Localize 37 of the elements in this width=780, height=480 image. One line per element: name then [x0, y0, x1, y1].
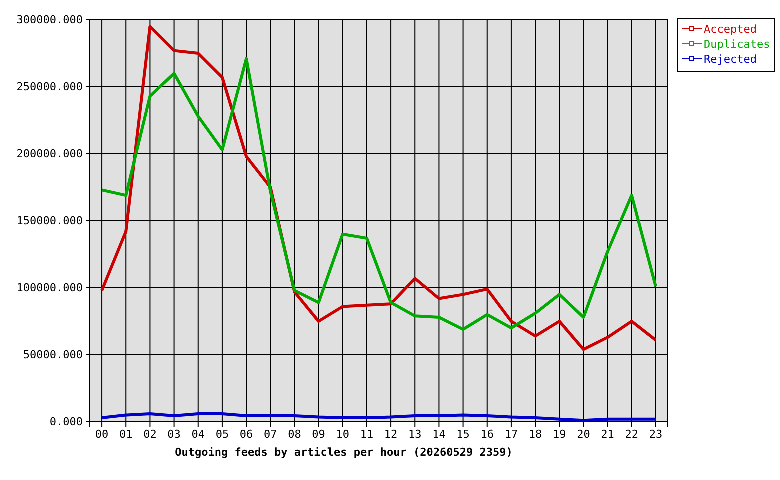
y-tick-label: 150000.000 [16, 214, 83, 228]
y-tick-label: 300000.000 [16, 14, 83, 27]
legend-label: Duplicates [704, 38, 770, 51]
x-tick-label: 03 [168, 428, 181, 441]
y-tick-label: 250000.000 [16, 80, 83, 94]
y-tick-label: 100000.000 [16, 282, 83, 295]
legend-label: Accepted [704, 23, 757, 36]
x-tick-label: 19 [553, 428, 566, 441]
x-tick-label: 01 [120, 428, 133, 441]
x-tick-label: 06 [240, 428, 254, 441]
x-tick-label: 12 [384, 428, 398, 441]
line-series [100, 412, 658, 422]
x-tick-label: 05 [216, 428, 230, 441]
x-tick-label: 23 [649, 428, 663, 441]
x-tick-label: 07 [264, 428, 278, 441]
x-tick-label: 10 [336, 428, 350, 441]
x-tick-label: 02 [144, 428, 157, 441]
x-tick-label: 20 [577, 428, 590, 441]
x-tick-label: 16 [480, 428, 494, 441]
x-tick-label: 11 [360, 428, 374, 441]
x-tick-label: 22 [625, 428, 638, 441]
y-tick-label: 200000.000 [16, 148, 83, 161]
y-tick-label: 0.000 [50, 416, 83, 429]
x-tick-label: 14 [432, 428, 446, 441]
x-tick-label: 15 [456, 428, 470, 441]
x-tick-label: 04 [192, 428, 206, 441]
x-tick-label: 13 [408, 428, 422, 441]
line-series [100, 57, 658, 332]
x-tick-label: 21 [601, 428, 614, 441]
y-tick-label: 50000.000 [23, 348, 83, 362]
x-tick-label: 09 [312, 428, 326, 441]
legend-label: Rejected [704, 53, 757, 66]
x-tick-label: 18 [528, 428, 542, 441]
x-axis-title: Outgoing feeds by articles per hour (20260529 2359) [175, 446, 513, 459]
x-tick-label: 17 [504, 428, 518, 441]
x-tick-label: 08 [288, 428, 302, 441]
x-tick-label: 00 [95, 428, 109, 441]
